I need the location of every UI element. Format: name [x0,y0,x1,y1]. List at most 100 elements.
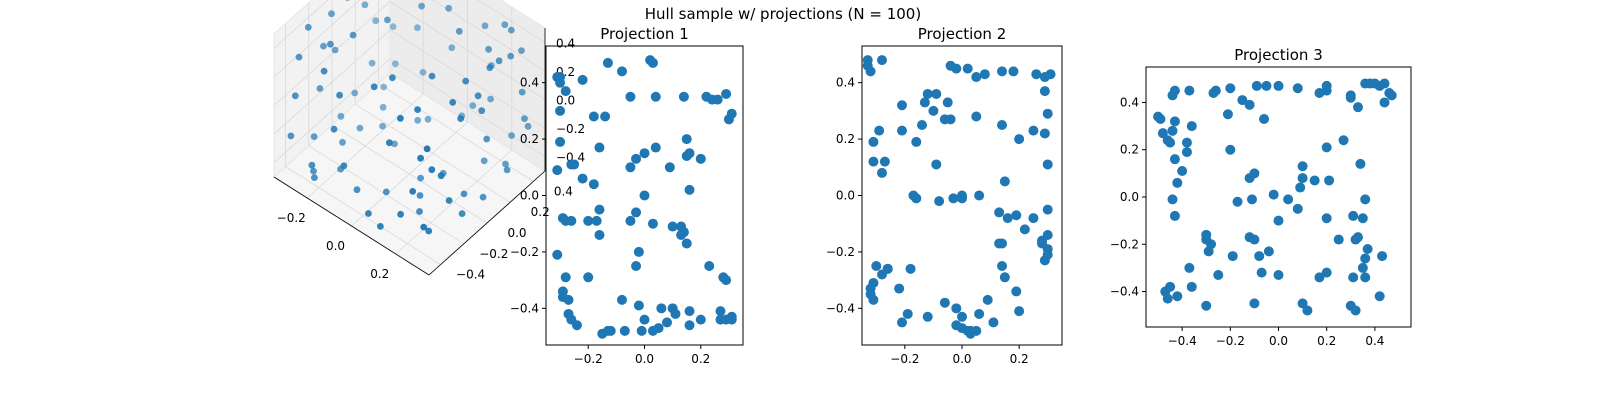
scatter-point [594,204,605,215]
y-tick-label: 0.4 [520,76,539,90]
scatter-point [897,317,907,328]
scatter-point [1254,251,1265,262]
x-tick-label: 0.2 [1010,352,1029,366]
scatter-point-3d [480,157,488,165]
scatter-point-3d [389,23,397,30]
scatter-point [684,184,695,195]
scatter-point-3d [386,139,393,147]
scatter-point-3d [330,125,338,133]
figure-suptitle: Hull sample w/ projections (N = 100) [645,5,921,23]
x-tick-label: −0.4 [1168,334,1197,348]
scatter-point-3d [370,83,378,91]
x-tick-label: 0.0 [635,352,654,366]
y-tick-label: 0.0 [1120,190,1139,204]
scatter-point [911,136,922,147]
scatter-point [874,125,885,136]
scatter-point [563,294,574,305]
scatter-point [1273,80,1284,91]
scatter-point [1169,116,1180,127]
scatter-point-3d [508,132,515,139]
scatter-point [1184,262,1195,273]
panel-projection-1: Projection 1 −0.2 0.0 0.2 −0.4 −0.2 0.0 0.2 0.4 [510,25,744,366]
scatter-point [588,111,599,122]
scatter-point [997,261,1007,272]
scatter-point [974,190,985,201]
scatter-point [1169,85,1180,96]
scatter-point [1314,272,1325,283]
scatter-point [1321,142,1332,153]
scatter-point [965,328,976,339]
scatter-point [1014,134,1025,145]
scatter-point [1157,128,1168,139]
scatter-point [619,325,630,336]
scatter-point [1249,298,1260,309]
scatter-point [1379,78,1390,89]
scatter-point [957,193,967,204]
scatter-point [721,88,732,99]
scatter-point [639,314,650,325]
scatter-point [715,306,726,317]
scatter-point-3d [409,188,417,195]
scatter-point [631,261,642,272]
y-tick-label: −0.2 [479,247,508,261]
scatter-point-3d [419,69,427,76]
y-tick-label: 0.4 [836,76,855,90]
scatter-point [1362,244,1373,254]
y-tick-label: −0.4 [1110,285,1139,299]
scatter-point [877,167,887,178]
scatter-point [662,317,673,328]
scatter-point-3d [331,46,339,54]
scatter-point [633,300,644,311]
scatter-point [569,159,580,170]
scatter-point [681,134,692,145]
panel-projection-2: Projection 2 −0.2 0.0 0.2 −0.4 −0.2 0.0 0.2 0.4 [826,25,1063,366]
scatter-point [1227,251,1238,262]
scatter-point-3d [397,114,404,122]
scatter-point [1379,97,1390,108]
scatter-point [1295,182,1306,193]
scatter-point [1028,213,1039,224]
scatter-point-3d [455,27,463,35]
scatter-point-3d [397,210,404,218]
x-tick-label: 0.0 [1269,334,1288,348]
scatter-point [928,105,939,116]
scatter-point [902,308,913,319]
scatter-point [931,88,942,99]
scatter-point-3d [320,42,327,50]
scatter-point [942,97,953,108]
scatter-point [1302,305,1313,316]
scatter-point-3d [328,10,335,18]
scatter-point [1039,86,1050,97]
scatter-point [1348,210,1359,221]
scatter-point [1181,147,1192,158]
scatter-point-3d [448,44,456,52]
scatter-point [704,261,715,272]
scatter-point [1028,125,1039,136]
scatter-point [1386,90,1397,101]
scatter-point [625,91,636,102]
scatter-point [1203,246,1214,257]
grid-line [273,0,329,49]
scatter-point [726,108,737,119]
scatter-point [1251,80,1262,91]
grid-line [331,124,488,224]
scatter-point [1225,144,1236,155]
scatter-point-3d [507,52,515,60]
scatter-point [1169,154,1180,165]
scatter-point [1165,137,1176,148]
scatter-point [994,207,1005,218]
x-tick-label: 0.2 [370,267,389,281]
z-tick-label: −0.2 [556,122,585,136]
scatter-point [656,303,667,314]
scatter-point [636,325,647,336]
scatter-point [1263,246,1274,257]
scatter-point-3d [495,57,503,65]
scatter-point-3d [518,47,525,54]
scatter-point-3d [311,174,318,182]
scatter-point [667,221,678,232]
scatter-point-3d [424,115,432,123]
scatter-point-3d [507,26,515,34]
scatter-point [1201,300,1212,311]
scatter-point [1273,215,1284,226]
scatter-point [997,238,1007,249]
